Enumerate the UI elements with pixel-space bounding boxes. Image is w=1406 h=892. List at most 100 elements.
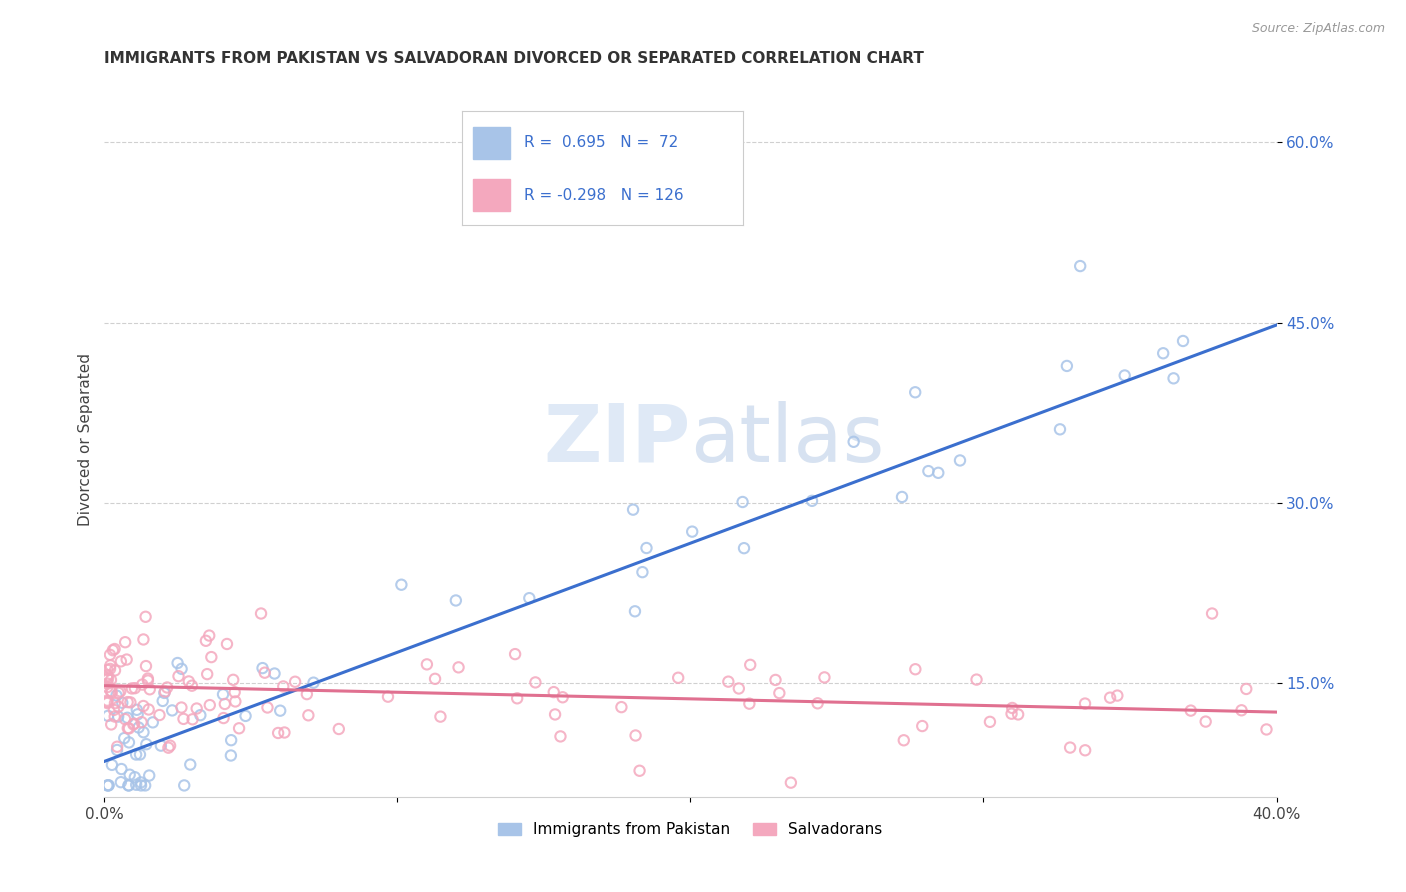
Point — [271, 680, 294, 694]
Point — [117, 711, 139, 725]
Point — [636, 541, 658, 555]
Point — [96, 680, 118, 694]
Point — [423, 672, 446, 686]
Point — [297, 708, 319, 723]
Point — [96, 696, 118, 710]
Point — [550, 730, 572, 744]
Point — [153, 686, 176, 700]
Point — [768, 686, 790, 700]
Point — [1069, 259, 1091, 273]
Point — [779, 775, 801, 789]
Point — [610, 700, 633, 714]
Point — [101, 685, 124, 699]
Point — [1180, 704, 1202, 718]
Point — [117, 779, 139, 793]
Point — [198, 629, 221, 643]
Text: atlas: atlas — [690, 401, 884, 479]
Text: IMMIGRANTS FROM PAKISTAN VS SALVADORAN DIVORCED OR SEPARATED CORRELATION CHART: IMMIGRANTS FROM PAKISTAN VS SALVADORAN D… — [104, 51, 924, 66]
Point — [733, 541, 755, 556]
Point — [127, 707, 149, 722]
Point — [159, 739, 181, 753]
Point — [503, 647, 526, 661]
Point — [628, 764, 651, 778]
Point — [135, 659, 157, 673]
Point — [1114, 368, 1136, 383]
Point — [631, 565, 654, 579]
Point — [731, 495, 754, 509]
Point — [295, 687, 318, 701]
Point — [624, 604, 647, 618]
Point — [842, 434, 865, 449]
Point — [120, 695, 142, 709]
Point — [416, 657, 439, 672]
Point — [235, 709, 257, 723]
Point — [1230, 703, 1253, 717]
Point — [904, 385, 927, 400]
Point — [132, 725, 155, 739]
Point — [128, 721, 150, 735]
Point — [134, 779, 156, 793]
Point — [228, 721, 250, 735]
Point — [801, 493, 824, 508]
Point — [1074, 697, 1097, 711]
Point — [979, 714, 1001, 729]
Point — [124, 770, 146, 784]
Point — [256, 700, 278, 714]
Point — [517, 591, 540, 606]
Point — [717, 674, 740, 689]
Point — [129, 779, 152, 793]
Point — [114, 712, 136, 726]
Point — [219, 733, 242, 747]
Point — [377, 690, 399, 704]
Point — [96, 693, 118, 707]
Point — [118, 735, 141, 749]
Point — [122, 717, 145, 731]
Point — [152, 694, 174, 708]
Point — [173, 779, 195, 793]
Point — [506, 691, 529, 706]
Point — [104, 642, 127, 657]
Point — [681, 524, 703, 539]
Point — [98, 648, 121, 662]
Y-axis label: Divorced or Separated: Divorced or Separated — [79, 353, 93, 526]
Point — [273, 725, 295, 739]
Text: ZIP: ZIP — [543, 401, 690, 479]
Point — [891, 490, 914, 504]
Point — [267, 726, 290, 740]
Point — [727, 681, 749, 696]
Point — [149, 739, 172, 753]
Point — [224, 685, 246, 699]
Point — [1152, 346, 1174, 360]
Point — [148, 708, 170, 723]
Point — [949, 453, 972, 467]
Point — [181, 679, 204, 693]
Point — [1163, 371, 1185, 385]
Point — [224, 694, 246, 708]
Point — [1107, 689, 1129, 703]
Point — [96, 779, 118, 793]
Point — [110, 762, 132, 776]
Point — [96, 670, 118, 684]
Point — [139, 682, 162, 697]
Point — [624, 729, 647, 743]
Point — [105, 743, 128, 757]
Point — [219, 748, 242, 763]
Point — [173, 712, 195, 726]
Point — [97, 709, 120, 723]
Point — [110, 684, 132, 698]
Point — [103, 703, 125, 717]
Point — [177, 674, 200, 689]
Point — [181, 712, 204, 726]
Point — [917, 464, 939, 478]
Point — [524, 675, 547, 690]
Text: Source: ZipAtlas.com: Source: ZipAtlas.com — [1251, 22, 1385, 36]
Point — [250, 607, 273, 621]
Point — [212, 687, 235, 701]
Point — [666, 671, 689, 685]
Point — [124, 681, 146, 696]
Point — [101, 643, 124, 657]
Legend: Immigrants from Pakistan, Salvadorans: Immigrants from Pakistan, Salvadorans — [492, 816, 889, 844]
Point — [893, 733, 915, 747]
Point — [125, 703, 148, 717]
Point — [195, 667, 218, 681]
